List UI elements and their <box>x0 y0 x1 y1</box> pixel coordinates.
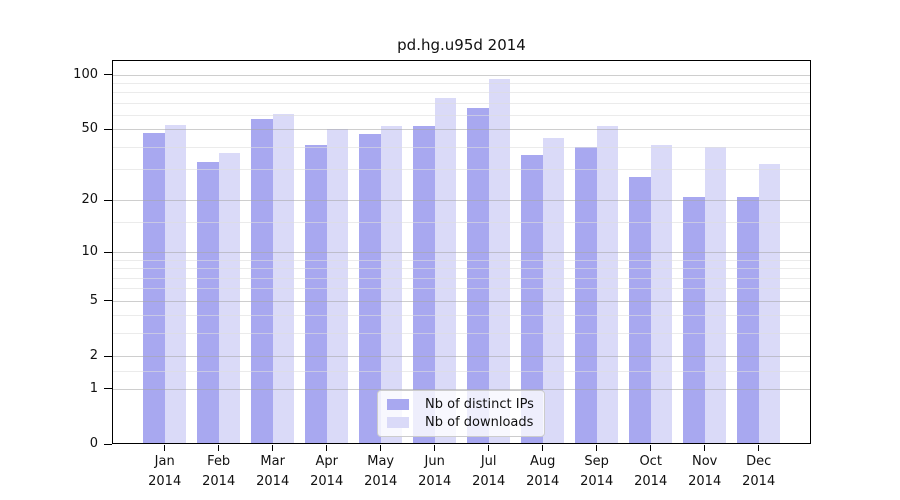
x-tick-label: Feb 2014 <box>202 454 236 489</box>
bar-downloads-apr <box>326 129 349 444</box>
legend-item-distinct-ips: Nb of distinct IPs <box>387 397 535 412</box>
major-gridline <box>113 388 810 390</box>
bar-distinct-ips-mar <box>251 119 273 444</box>
bar-distinct-ips-jun <box>413 126 435 444</box>
x-axis-tick <box>434 445 436 451</box>
bar-downloads-nov <box>704 146 727 444</box>
x-tick-label: Apr 2014 <box>310 454 344 489</box>
x-axis-tick <box>380 445 382 451</box>
x-tick-label: Jan 2014 <box>148 454 182 489</box>
y-axis-tick <box>104 74 112 76</box>
bar-downloads-dec <box>758 164 781 444</box>
x-tick-label: Jul 2014 <box>472 454 506 489</box>
x-axis-tick <box>542 445 544 451</box>
minor-gridline <box>113 115 810 117</box>
minor-gridline <box>113 315 810 317</box>
legend-label-distinct-ips: Nb of distinct IPs <box>425 397 534 412</box>
legend-label-downloads: Nb of downloads <box>425 415 534 430</box>
y-axis-tick <box>104 355 112 357</box>
y-tick-label: 50 <box>81 121 98 137</box>
chart-title: pd.hg.u95d 2014 <box>397 36 526 54</box>
y-tick-label: 5 <box>89 292 98 308</box>
bar-downloads-oct <box>650 144 673 444</box>
x-axis-tick <box>650 445 652 451</box>
y-axis-tick <box>104 388 112 390</box>
major-gridline <box>113 356 810 358</box>
x-axis-tick <box>164 445 166 451</box>
minor-gridline <box>113 259 810 261</box>
minor-gridline <box>113 222 810 224</box>
bar-distinct-ips-sep <box>575 146 597 444</box>
x-tick-label: Oct 2014 <box>634 454 668 489</box>
minor-gridline <box>113 277 810 279</box>
y-axis-tick <box>104 300 112 302</box>
major-gridline <box>113 74 810 76</box>
bar-downloads-may <box>380 126 403 444</box>
minor-gridline <box>113 169 810 171</box>
y-tick-label: 100 <box>73 66 98 82</box>
bar-downloads-jan <box>164 124 187 444</box>
legend: Nb of distinct IPs Nb of downloads <box>377 390 545 437</box>
minor-gridline <box>113 288 810 290</box>
y-tick-label: 2 <box>89 348 98 364</box>
legend-swatch-downloads <box>387 417 409 428</box>
bar-distinct-ips-dec <box>737 196 759 444</box>
y-axis-tick <box>104 443 112 445</box>
y-tick-label: 0 <box>89 436 98 451</box>
x-axis-tick <box>326 445 328 451</box>
major-gridline <box>113 300 810 302</box>
x-axis-tick <box>758 445 760 451</box>
y-tick-label: 20 <box>81 192 98 208</box>
x-axis-tick <box>488 445 490 451</box>
x-tick-label: Dec 2014 <box>742 454 776 489</box>
y-tick-label: 10 <box>81 244 98 260</box>
minor-gridline <box>113 92 810 94</box>
y-tick-label: 1 <box>89 380 98 396</box>
bar-distinct-ips-oct <box>629 177 651 444</box>
legend-swatch-distinct-ips <box>387 399 409 410</box>
minor-gridline <box>113 83 810 85</box>
bar-downloads-mar <box>272 113 295 444</box>
major-gridline <box>113 129 810 131</box>
y-axis-tick <box>104 199 112 201</box>
x-axis-tick <box>272 445 274 451</box>
y-axis-tick <box>104 251 112 253</box>
bar-distinct-ips-apr <box>305 144 327 444</box>
x-tick-label: May 2014 <box>364 454 398 489</box>
minor-gridline <box>113 146 810 148</box>
major-gridline <box>113 200 810 202</box>
x-tick-label: Nov 2014 <box>688 454 722 489</box>
x-tick-label: Mar 2014 <box>256 454 290 489</box>
bar-distinct-ips-aug <box>521 155 543 444</box>
x-tick-label: Aug 2014 <box>526 454 560 489</box>
x-axis-tick <box>218 445 220 451</box>
legend-item-downloads: Nb of downloads <box>387 415 535 430</box>
y-axis-tick <box>104 128 112 130</box>
minor-gridline <box>113 102 810 104</box>
bar-downloads-aug <box>542 137 565 444</box>
minor-gridline <box>113 370 810 372</box>
bar-distinct-ips-nov <box>683 196 705 444</box>
x-axis-tick <box>704 445 706 451</box>
bar-downloads-sep <box>596 126 619 444</box>
x-axis-tick <box>596 445 598 451</box>
bar-distinct-ips-jul <box>467 107 489 444</box>
minor-gridline <box>113 268 810 270</box>
minor-gridline <box>113 333 810 335</box>
x-tick-label: Sep 2014 <box>580 454 614 489</box>
x-tick-label: Jun 2014 <box>418 454 452 489</box>
bar-distinct-ips-feb <box>197 161 219 444</box>
major-gridline <box>113 252 810 254</box>
bar-downloads-jun <box>434 97 457 444</box>
